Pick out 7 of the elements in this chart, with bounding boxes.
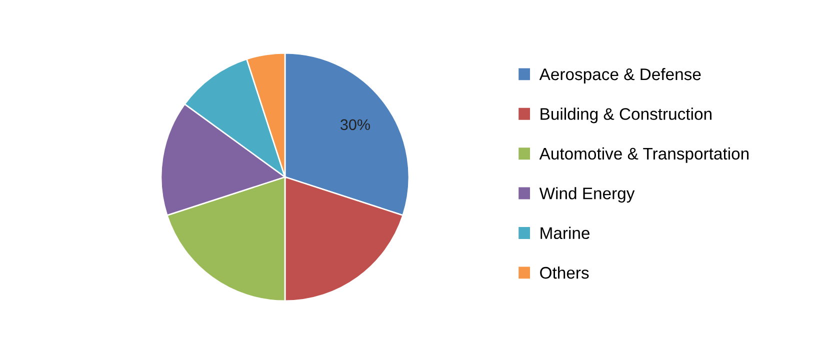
legend-label: Building & Construction — [540, 108, 712, 124]
legend-label: Automotive & Transportation — [539, 147, 749, 163]
legend-label: Marine — [540, 226, 590, 240]
legend-label: Wind Energy — [539, 187, 635, 203]
data-label: 30% — [340, 119, 370, 130]
legend-label: Aerospace & Defense — [539, 68, 701, 84]
legend-label: Others — [540, 266, 589, 279]
